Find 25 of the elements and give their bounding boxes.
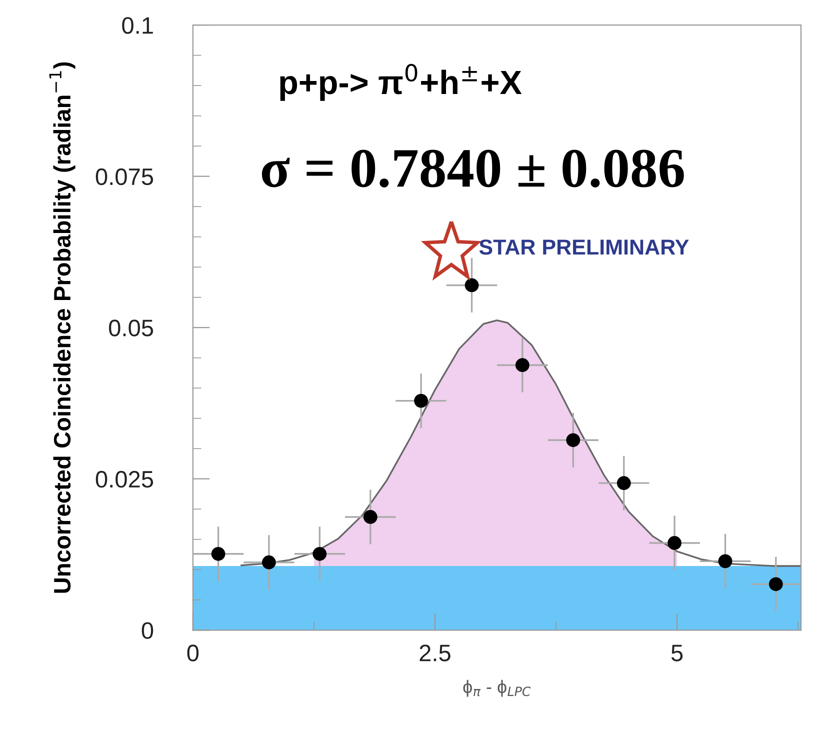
point (515, 358, 530, 372)
x-tick-label: 5 (671, 644, 683, 662)
point (566, 433, 580, 448)
y-tick-label: 0 (142, 622, 154, 639)
y-tick-label: 0.025 (96, 470, 154, 488)
y-axis-title: Uncorrected Coincidence Probability (radian$^{−1}$) (49, 62, 76, 593)
y-tick-label: 0.1 (122, 17, 153, 34)
point (768, 577, 783, 592)
y-tick-label: 0.05 (109, 320, 154, 336)
x-axis-title: ϕ$_{π}$ - ϕ$_{LPC}$ (463, 680, 531, 697)
x-tick-label: 2.5 (420, 644, 450, 662)
y-tick-label: 0.075 (96, 168, 154, 186)
annotation: STAR PRELIMINARY (479, 239, 689, 255)
point (616, 476, 631, 490)
annotation: p+p-> π$^{0}$+h$^{±}$+X (280, 64, 522, 101)
point (668, 536, 682, 550)
x-tick-label: 0 (187, 644, 199, 662)
annotation: σ = 0.7840 ± 0.086 (262, 150, 684, 188)
point (211, 546, 226, 561)
point (262, 555, 276, 570)
point (363, 510, 378, 524)
point (718, 554, 732, 568)
point (414, 394, 428, 408)
point (464, 278, 479, 292)
point (312, 546, 327, 561)
